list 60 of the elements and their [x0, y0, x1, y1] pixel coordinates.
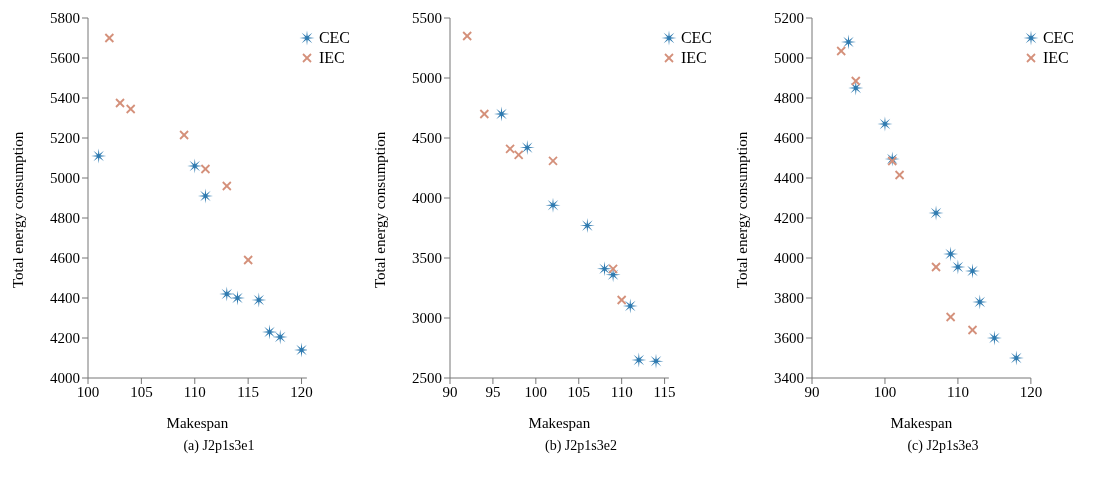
y-tick-label: 4600 [774, 130, 804, 147]
x-tick-label: 110 [946, 383, 969, 400]
point [579, 218, 595, 234]
y-tick-label: 4200 [774, 210, 804, 227]
x-tick-label: 100 [524, 383, 548, 400]
y-tick-label: 5000 [50, 170, 80, 187]
y-tick-label: 2500 [412, 370, 442, 387]
y-tick-label: 3800 [774, 290, 804, 307]
y-tick-label: 5500 [412, 10, 442, 27]
y-tick-label: 3600 [774, 330, 804, 347]
y-tick-label: 3500 [412, 250, 442, 267]
x-tick-label: 105 [567, 383, 590, 400]
x-tick-label: 110 [610, 383, 633, 400]
x-axis-title: Makespan [528, 415, 591, 431]
legend-label: IEC [680, 48, 707, 68]
legend-label: IEC [318, 48, 345, 68]
y-tick-label: 4400 [50, 290, 80, 307]
y-tick-label: 5400 [50, 90, 80, 107]
point [272, 329, 288, 345]
x-tick-label: 115 [653, 383, 676, 400]
point [877, 116, 893, 132]
y-tick-label: 3400 [774, 370, 804, 387]
y-axis-title: Total energy consumption [10, 131, 27, 288]
text: (a) J2p1s3e1 [182, 438, 256, 454]
y-tick-label: 5200 [774, 10, 804, 27]
x-tick-label: 90 [442, 383, 458, 400]
text: (c) J2p1s3e3 [906, 438, 980, 454]
legend-label: IEC [1042, 48, 1069, 68]
point [519, 140, 535, 156]
x-axis-title: Makespan [890, 415, 953, 431]
legend-label: CEC [1042, 28, 1074, 48]
y-tick-label: 4500 [412, 130, 442, 147]
y-tick-label: 5600 [50, 50, 80, 67]
x-axis-title: Makespan [166, 415, 229, 431]
y-tick-label: 5200 [50, 130, 80, 147]
x-tick-label: 110 [183, 383, 206, 400]
y-tick-label: 5000 [774, 50, 804, 67]
y-tick-label: 4000 [774, 250, 804, 267]
y-tick-label: 4800 [774, 90, 804, 107]
x-tick-label: 100 [873, 383, 897, 400]
x-tick-label: 115 [237, 383, 260, 400]
y-tick-label: 3000 [412, 310, 442, 327]
legend-label: CEC [318, 28, 350, 48]
x-tick-label: 120 [1019, 383, 1043, 400]
x-tick-label: 105 [130, 383, 153, 400]
y-tick-label: 5800 [50, 10, 80, 27]
y-tick-label: 5000 [412, 70, 442, 87]
legend-label: CEC [680, 28, 712, 48]
y-tick-label: 4600 [50, 250, 80, 267]
y-tick-label: 4400 [774, 170, 804, 187]
x-tick-label: 120 [290, 383, 313, 400]
text: (b) J2p1s3e2 [544, 438, 618, 454]
y-tick-label: 4800 [50, 210, 80, 227]
y-tick-label: 4200 [50, 330, 80, 347]
x-tick-label: 90 [804, 383, 820, 400]
point [597, 261, 612, 277]
y-axis-title: Total energy consumption [372, 131, 389, 288]
y-axis-title: Total energy consumption [734, 131, 751, 288]
y-tick-label: 4000 [412, 190, 442, 207]
x-tick-label: 95 [485, 383, 501, 400]
